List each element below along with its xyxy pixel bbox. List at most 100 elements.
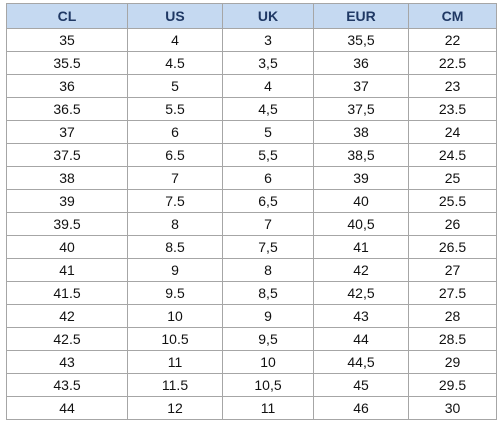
table-cell: 28 bbox=[408, 304, 497, 328]
table-cell: 8 bbox=[127, 212, 223, 236]
table-cell: 39.5 bbox=[6, 212, 128, 236]
table-cell: 35.5 bbox=[6, 51, 128, 75]
table-cell: 3,5 bbox=[222, 51, 314, 75]
table-cell: 40 bbox=[313, 189, 409, 213]
table-row: 40 8.5 7,5 41 26.5 bbox=[6, 235, 497, 259]
table-cell: 11 bbox=[222, 396, 314, 420]
table-cell: 36 bbox=[313, 51, 409, 75]
column-header: US bbox=[127, 3, 223, 29]
table-cell: 5 bbox=[222, 120, 314, 144]
table-cell: 23 bbox=[408, 74, 497, 98]
table-cell: 40 bbox=[6, 235, 128, 259]
table-cell: 11 bbox=[127, 350, 223, 374]
table-cell: 10 bbox=[222, 350, 314, 374]
table-cell: 41 bbox=[313, 235, 409, 259]
table-row: 36.5 5.5 4,5 37,5 23.5 bbox=[6, 97, 497, 121]
table-cell: 9 bbox=[127, 258, 223, 282]
table-cell: 5.5 bbox=[127, 97, 223, 121]
table-cell: 4 bbox=[127, 28, 223, 52]
table-cell: 29 bbox=[408, 350, 497, 374]
table-cell: 8,5 bbox=[222, 281, 314, 305]
table-cell: 42 bbox=[313, 258, 409, 282]
table-row: 35 4 3 35,5 22 bbox=[6, 28, 497, 52]
table-row: 39.5 8 7 40,5 26 bbox=[6, 212, 497, 236]
table-row: 42 10 9 43 28 bbox=[6, 304, 497, 328]
table-cell: 43.5 bbox=[6, 373, 128, 397]
table-row: 43 11 10 44,5 29 bbox=[6, 350, 497, 374]
table-cell: 26.5 bbox=[408, 235, 497, 259]
table-cell: 27.5 bbox=[408, 281, 497, 305]
table-cell: 4 bbox=[222, 74, 314, 98]
table-cell: 7 bbox=[127, 166, 223, 190]
table-cell: 5,5 bbox=[222, 143, 314, 167]
table-cell: 43 bbox=[6, 350, 128, 374]
table-row: 37.5 6.5 5,5 38,5 24.5 bbox=[6, 143, 497, 167]
table-cell: 44 bbox=[313, 327, 409, 351]
table-cell: 41.5 bbox=[6, 281, 128, 305]
table-cell: 25 bbox=[408, 166, 497, 190]
table-row: 42.5 10.5 9,5 44 28.5 bbox=[6, 327, 497, 351]
table-cell: 39 bbox=[313, 166, 409, 190]
table-cell: 37,5 bbox=[313, 97, 409, 121]
table-cell: 6.5 bbox=[127, 143, 223, 167]
column-header: EUR bbox=[313, 3, 409, 29]
table-cell: 46 bbox=[313, 396, 409, 420]
table-cell: 41 bbox=[6, 258, 128, 282]
table-cell: 42.5 bbox=[6, 327, 128, 351]
table-cell: 36.5 bbox=[6, 97, 128, 121]
size-table: CL US UK EUR CM 35 4 3 35,5 22 35.5 4.5 3,5 36 22.5 36… bbox=[6, 3, 497, 420]
table-cell: 4,5 bbox=[222, 97, 314, 121]
table-cell: 8 bbox=[222, 258, 314, 282]
table-row: 35.5 4.5 3,5 36 22.5 bbox=[6, 51, 497, 75]
table-cell: 23.5 bbox=[408, 97, 497, 121]
table-cell: 10.5 bbox=[127, 327, 223, 351]
table-cell: 42,5 bbox=[313, 281, 409, 305]
table-cell: 38 bbox=[313, 120, 409, 144]
table-cell: 6,5 bbox=[222, 189, 314, 213]
table-cell: 7.5 bbox=[127, 189, 223, 213]
table-cell: 22.5 bbox=[408, 51, 497, 75]
table-cell: 10 bbox=[127, 304, 223, 328]
table-cell: 10,5 bbox=[222, 373, 314, 397]
table-cell: 7,5 bbox=[222, 235, 314, 259]
table-cell: 5 bbox=[127, 74, 223, 98]
column-header: UK bbox=[222, 3, 314, 29]
table-row: 38 7 6 39 25 bbox=[6, 166, 497, 190]
table-cell: 9 bbox=[222, 304, 314, 328]
table-cell: 39 bbox=[6, 189, 128, 213]
table-cell: 30 bbox=[408, 396, 497, 420]
table-container: CL US UK EUR CM 35 4 3 35,5 22 35.5 4.5 3,5 36 22.5 36… bbox=[6, 3, 497, 420]
table-cell: 36 bbox=[6, 74, 128, 98]
table-row: 41.5 9.5 8,5 42,5 27.5 bbox=[6, 281, 497, 305]
table-cell: 6 bbox=[222, 166, 314, 190]
table-cell: 42 bbox=[6, 304, 128, 328]
table-cell: 29.5 bbox=[408, 373, 497, 397]
table-cell: 12 bbox=[127, 396, 223, 420]
table-cell: 8.5 bbox=[127, 235, 223, 259]
table-cell: 24 bbox=[408, 120, 497, 144]
table-cell: 37.5 bbox=[6, 143, 128, 167]
table-cell: 28.5 bbox=[408, 327, 497, 351]
table-cell: 44,5 bbox=[313, 350, 409, 374]
table-cell: 44 bbox=[6, 396, 128, 420]
table-row: 39 7.5 6,5 40 25.5 bbox=[6, 189, 497, 213]
table-cell: 9,5 bbox=[222, 327, 314, 351]
header-row: CL US UK EUR CM bbox=[6, 3, 497, 29]
table-row: 41 9 8 42 27 bbox=[6, 258, 497, 282]
table-cell: 45 bbox=[313, 373, 409, 397]
table-cell: 4.5 bbox=[127, 51, 223, 75]
table-cell: 22 bbox=[408, 28, 497, 52]
table-row: 44 12 11 46 30 bbox=[6, 396, 497, 420]
table-cell: 7 bbox=[222, 212, 314, 236]
table-cell: 37 bbox=[313, 74, 409, 98]
table-cell: 35 bbox=[6, 28, 128, 52]
table-row: 37 6 5 38 24 bbox=[6, 120, 497, 144]
table-cell: 25.5 bbox=[408, 189, 497, 213]
table-cell: 38 bbox=[6, 166, 128, 190]
table-cell: 11.5 bbox=[127, 373, 223, 397]
table-row: 43.5 11.5 10,5 45 29.5 bbox=[6, 373, 497, 397]
column-header: CM bbox=[408, 3, 497, 29]
column-header: CL bbox=[6, 3, 128, 29]
table-cell: 6 bbox=[127, 120, 223, 144]
